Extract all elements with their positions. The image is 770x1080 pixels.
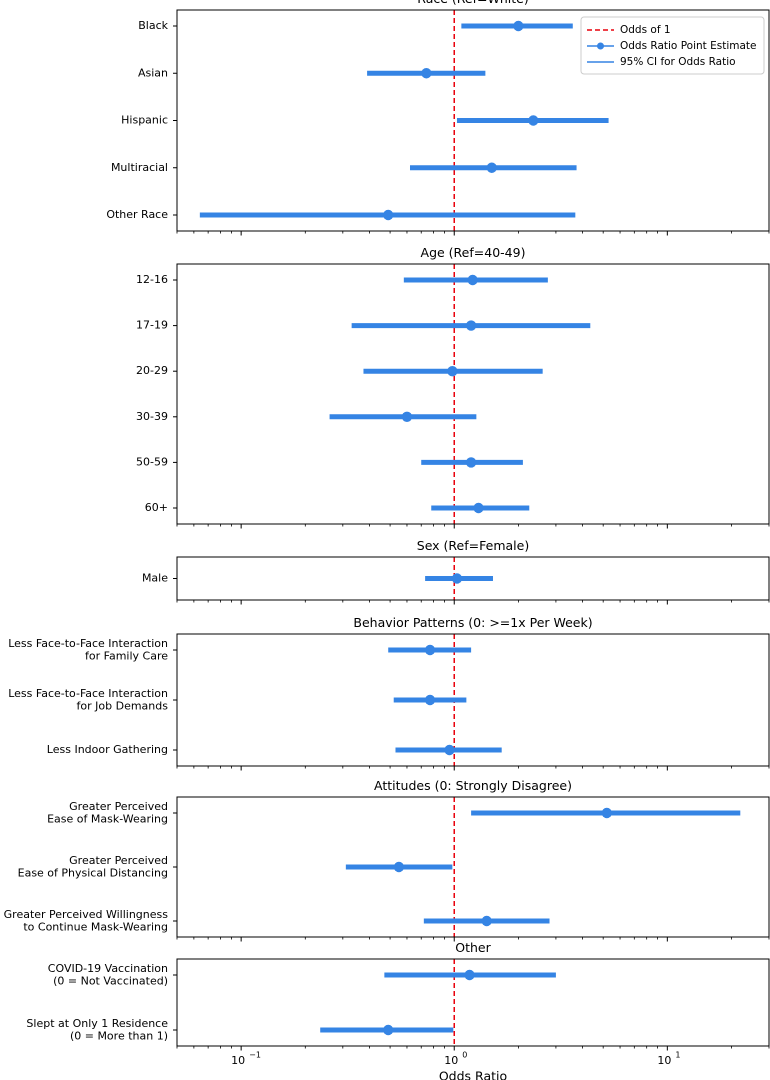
point-estimate bbox=[393, 861, 405, 873]
point-estimate bbox=[421, 68, 432, 79]
y-tick-label: Hispanic bbox=[121, 114, 168, 127]
y-tick-label: Multiracial bbox=[111, 161, 168, 174]
panel-5: Other COVID-19 Vaccination(0 = Not Vaccin… bbox=[26, 940, 770, 1051]
axes-frame bbox=[176, 958, 770, 1047]
point-estimate bbox=[383, 1024, 394, 1036]
x-tick-base: 10 bbox=[231, 1054, 245, 1067]
x-tick-exponent: 1 bbox=[675, 1051, 680, 1060]
y-tick-label: Greater Perceived bbox=[69, 854, 168, 867]
y-tick-label: Black bbox=[138, 19, 168, 32]
point-estimate bbox=[464, 969, 475, 981]
point-estimate bbox=[467, 274, 478, 286]
x-tick-base: 10 bbox=[444, 1054, 458, 1067]
x-tick-base: 10 bbox=[657, 1054, 671, 1067]
y-tick-label: Less Indoor Gathering bbox=[47, 743, 168, 756]
y-tick-label: Slept at Only 1 Residence bbox=[26, 1017, 168, 1030]
point-estimate bbox=[465, 320, 477, 331]
y-tick-label: Asian bbox=[138, 66, 168, 79]
panel-title: Attitudes (0: Strongly Disagree) bbox=[374, 778, 572, 793]
x-tick-label: 10 0 bbox=[444, 1051, 467, 1068]
panel-0: Race (Ref=White) Black Asian Hispanic Multir… bbox=[106, 0, 770, 236]
x-tick-exponent: −1 bbox=[249, 1051, 261, 1060]
y-tick-label: for Job Demands bbox=[77, 700, 169, 713]
y-tick-label: (0 = Not Vaccinated) bbox=[53, 975, 168, 988]
x-tick-label: 10 −1 bbox=[231, 1051, 261, 1068]
panel-title: Behavior Patterns (0: >=1x Per Week) bbox=[353, 615, 592, 630]
legend-entry: Odds of 1 bbox=[620, 24, 671, 36]
axes-frame bbox=[176, 9, 770, 232]
point-estimate bbox=[383, 209, 394, 221]
point-estimate bbox=[513, 20, 524, 32]
y-tick-label: 60+ bbox=[145, 501, 168, 514]
axes-frame bbox=[176, 263, 770, 525]
y-tick-label: Greater Perceived Willingness bbox=[4, 908, 169, 921]
point-estimate bbox=[401, 411, 413, 422]
y-tick-label: to Continue Mask-Wearing bbox=[23, 921, 168, 934]
x-tick-label: 10 1 bbox=[657, 1051, 680, 1068]
point-estimate bbox=[601, 807, 613, 819]
legend-entry: 95% CI for Odds Ratio bbox=[620, 56, 736, 68]
point-estimate bbox=[486, 162, 497, 173]
panel-4: Attitudes (0: Strongly Disagree) Greater … bbox=[4, 778, 770, 942]
y-tick-label: Male bbox=[142, 572, 168, 585]
y-tick-label: 12-16 bbox=[136, 273, 168, 286]
point-estimate bbox=[424, 644, 436, 656]
panel-title: Race (Ref=White) bbox=[417, 0, 528, 6]
axes-frame bbox=[176, 633, 770, 767]
y-tick-label: COVID-19 Vaccination bbox=[48, 962, 168, 975]
point-estimate bbox=[528, 115, 539, 126]
y-tick-label: Other Race bbox=[106, 208, 168, 221]
legend-entry: Odds Ratio Point Estimate bbox=[620, 40, 757, 52]
point-estimate bbox=[447, 366, 458, 377]
y-tick-label: (0 = More than 1) bbox=[70, 1030, 168, 1043]
y-tick-label: 30-39 bbox=[136, 410, 168, 423]
panel-1: Age (Ref=40-49) 12-16 17-19 20-29 30-39 50-59… bbox=[136, 245, 770, 529]
point-estimate bbox=[451, 573, 463, 584]
point-estimate bbox=[424, 694, 436, 706]
legend-point-swatch bbox=[597, 42, 604, 50]
y-tick-label: for Family Care bbox=[85, 650, 168, 663]
y-tick-label: 17-19 bbox=[136, 319, 168, 332]
y-tick-label: 20-29 bbox=[136, 364, 168, 377]
panel-title: Other bbox=[455, 940, 491, 955]
y-tick-label: Less Face-to-Face Interaction bbox=[8, 637, 168, 650]
legend-box bbox=[580, 16, 765, 75]
y-tick-label: Greater Perceived bbox=[69, 800, 168, 813]
point-estimate bbox=[481, 915, 492, 927]
y-tick-label: Less Face-to-Face Interaction bbox=[8, 687, 168, 700]
panel-2: Sex (Ref=Female) Male bbox=[142, 538, 770, 605]
x-axis-label: Odds Ratio bbox=[439, 1069, 507, 1080]
axes-frame bbox=[176, 796, 770, 938]
point-estimate bbox=[473, 502, 484, 514]
y-tick-label: 50-59 bbox=[136, 455, 168, 468]
axes-frame bbox=[176, 556, 770, 601]
point-estimate bbox=[444, 744, 455, 756]
legend: Odds of 1 Odds Ratio Point Estimate 95% CI… bbox=[580, 16, 765, 75]
x-tick-exponent: 0 bbox=[462, 1051, 467, 1060]
y-tick-label: Ease of Mask-Wearing bbox=[47, 813, 168, 826]
point-estimate bbox=[465, 457, 477, 468]
panel-title: Age (Ref=40-49) bbox=[421, 245, 526, 260]
y-tick-label: Ease of Physical Distancing bbox=[18, 867, 168, 880]
panel-title: Sex (Ref=Female) bbox=[417, 538, 529, 553]
panel-3: Behavior Patterns (0: >=1x Per Week) Less… bbox=[8, 615, 770, 771]
